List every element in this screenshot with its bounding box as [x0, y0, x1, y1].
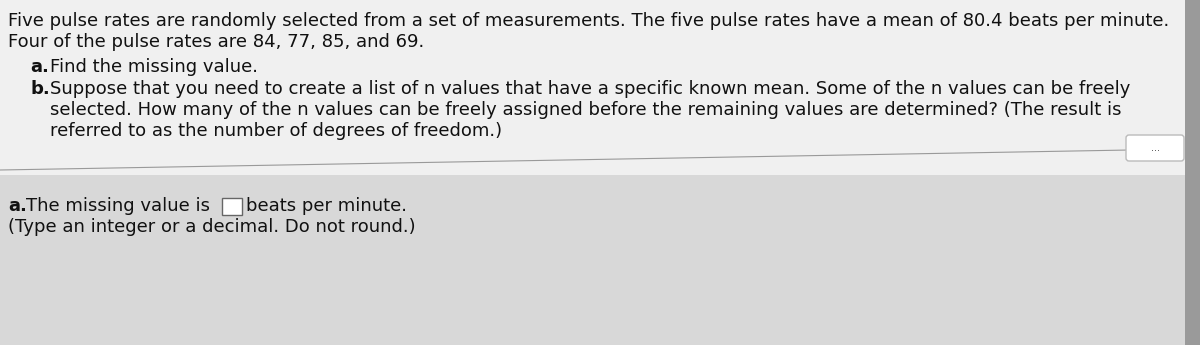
Text: selected. How many of the n values can be freely assigned before the remaining v: selected. How many of the n values can b…: [50, 101, 1122, 119]
FancyBboxPatch shape: [1186, 0, 1200, 345]
Text: Suppose that you need to create a list of n values that have a specific known me: Suppose that you need to create a list o…: [50, 80, 1130, 98]
FancyBboxPatch shape: [0, 175, 1186, 345]
Text: beats per minute.: beats per minute.: [246, 197, 407, 215]
Text: a.: a.: [30, 58, 49, 76]
Text: referred to as the number of degrees of freedom.): referred to as the number of degrees of …: [50, 122, 502, 140]
Text: ...: ...: [1151, 143, 1159, 153]
Text: Find the missing value.: Find the missing value.: [50, 58, 258, 76]
FancyBboxPatch shape: [0, 0, 1186, 175]
FancyBboxPatch shape: [1126, 135, 1184, 161]
Text: (Type an integer or a decimal. Do not round.): (Type an integer or a decimal. Do not ro…: [8, 218, 415, 236]
Text: b.: b.: [30, 80, 49, 98]
Text: Four of the pulse rates are 84, 77, 85, and 69.: Four of the pulse rates are 84, 77, 85, …: [8, 33, 425, 51]
Text: Five pulse rates are randomly selected from a set of measurements. The five puls: Five pulse rates are randomly selected f…: [8, 12, 1169, 30]
Text: The missing value is: The missing value is: [26, 197, 210, 215]
Text: a.: a.: [8, 197, 26, 215]
FancyBboxPatch shape: [222, 198, 242, 215]
